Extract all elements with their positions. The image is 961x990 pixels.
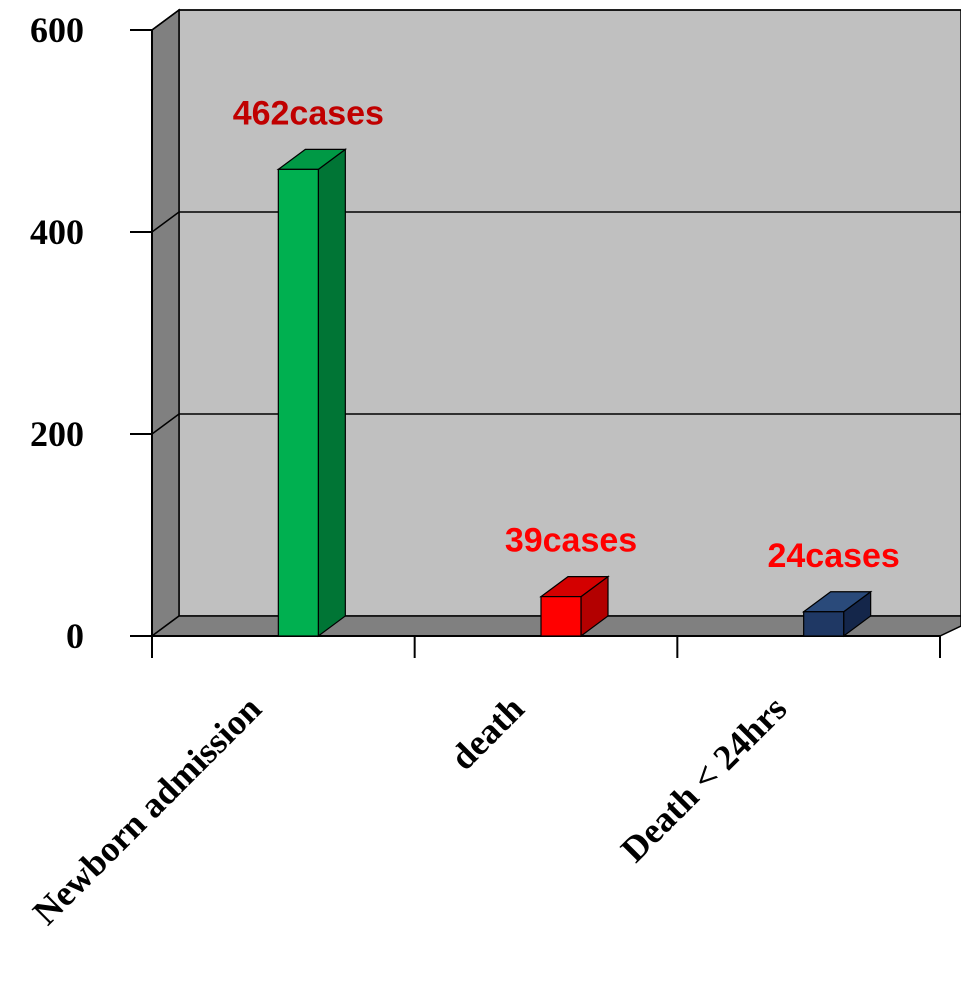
bar: [539, 575, 610, 638]
y-tick-label: 400: [30, 212, 84, 252]
bar-front: [540, 596, 582, 637]
category-label: Death < 24hrs: [613, 688, 794, 869]
side-wall: [151, 8, 180, 638]
gridline: [151, 413, 961, 435]
bars: [276, 148, 873, 638]
y-tick-label: 0: [66, 616, 84, 656]
x-axis: [151, 635, 941, 658]
y-axis: 0 200 400 600: [30, 10, 153, 656]
data-label: 24cases: [767, 537, 899, 575]
y-tick-label: 600: [30, 10, 84, 50]
category-labels: Newborn admission death Death < 24hrs: [25, 688, 794, 932]
bar: [801, 590, 873, 638]
bar: [276, 148, 348, 638]
data-labels: 462cases 39cases 24cases: [233, 94, 900, 574]
data-label: 39cases: [505, 522, 637, 560]
bar-side: [317, 148, 346, 638]
bar-front: [277, 168, 319, 637]
category-label: death: [443, 688, 532, 777]
y-tick-label: 200: [30, 414, 84, 454]
gridline: [151, 211, 961, 233]
gridlines: [151, 9, 961, 435]
category-label: Newborn admission: [25, 688, 269, 932]
bar-front: [803, 611, 845, 637]
gridline: [151, 9, 961, 31]
data-label: 462cases: [233, 94, 384, 132]
